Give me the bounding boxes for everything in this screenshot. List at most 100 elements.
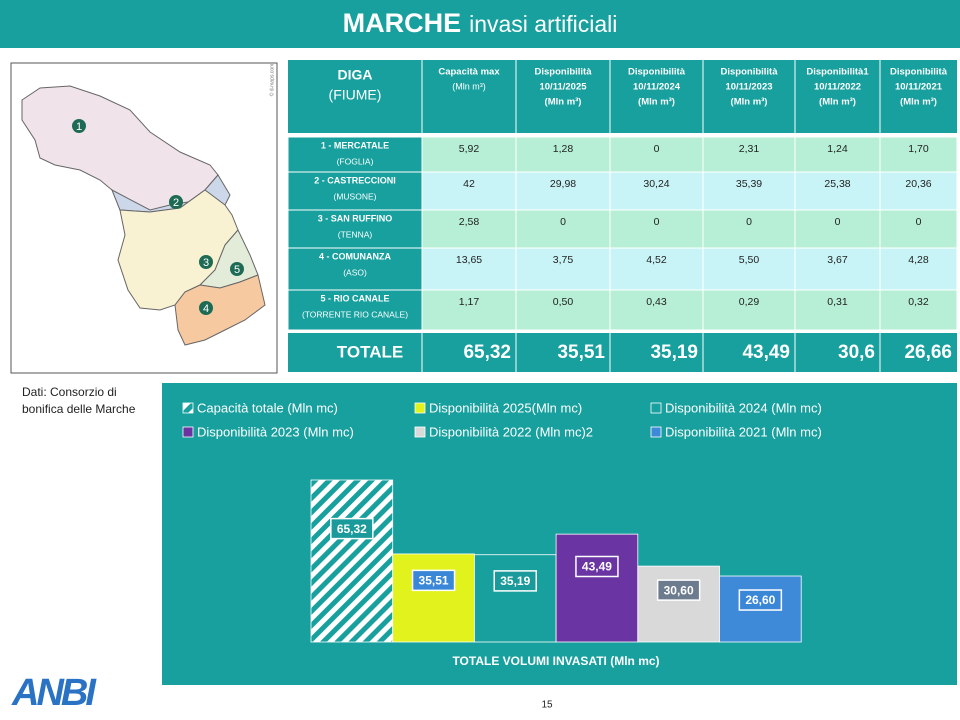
table-value: 0,32 [908, 296, 929, 308]
dam-name: 5 - RIO CANALE [320, 293, 389, 303]
column-header: Disponibilità [721, 67, 779, 78]
table-value: 0,43 [646, 296, 667, 308]
map-marker [72, 119, 86, 133]
river-name: (TORRENTE RIO CANALE) [302, 309, 408, 319]
table-cell [421, 289, 517, 331]
bar [310, 479, 394, 643]
legend-swatch [414, 426, 426, 438]
value-label-box [493, 570, 537, 592]
table-value: 3,75 [553, 254, 574, 266]
column-header: Disponibilità [535, 67, 593, 78]
table-header [288, 60, 957, 133]
table-cell [287, 171, 423, 211]
column-header: 10/11/2021 [895, 82, 943, 93]
table-cell [702, 247, 796, 291]
bar [637, 565, 720, 643]
total-value: 43,49 [742, 342, 790, 363]
table-value: 0,50 [553, 296, 574, 308]
dam-name: 3 - SAN RUFFINO [318, 213, 393, 223]
table-cell [702, 136, 796, 173]
x-axis-label: TOTALE VOLUMI INVASATI (Mln mc) [452, 654, 659, 668]
value-label: 26,60 [745, 593, 775, 607]
column-header: (Mln m³) [819, 97, 856, 108]
column-header: Disponibilità [628, 67, 686, 78]
legend-label: Disponibilità 2025(Mln mc) [429, 400, 582, 415]
total-value: 30,6 [838, 342, 875, 363]
dam-name: 4 - COMUNANZA [319, 251, 391, 261]
value-label: 30,60 [664, 583, 694, 597]
legend-swatch [650, 426, 662, 438]
column-header: Capacità max [438, 67, 500, 78]
column-header: (FIUME) [329, 87, 382, 103]
legend-swatch [414, 402, 426, 414]
value-label: 65,32 [337, 522, 367, 536]
table-cell [702, 289, 796, 331]
total-value: 65,32 [463, 342, 511, 363]
column-header: (Mln m³) [731, 97, 768, 108]
dam-name: 1 - MERCATALE [321, 140, 389, 150]
table-value: 1,28 [553, 143, 574, 155]
map-credit: © d-maps.com [268, 64, 275, 97]
value-label: 43,49 [582, 560, 612, 574]
table-value: 0 [916, 216, 922, 228]
column-header: (Mln m³) [638, 97, 675, 108]
table-value: 2,58 [459, 216, 480, 228]
table-value: 1,17 [459, 296, 480, 308]
map-marker-label: 4 [203, 303, 209, 315]
total-label: TOTALE [337, 342, 403, 361]
table-value: 0 [654, 143, 660, 155]
value-label-box [738, 589, 783, 611]
table-cell [794, 136, 881, 173]
table-value: 0 [560, 216, 566, 228]
table-cell [879, 136, 958, 173]
column-header: 10/11/2025 [539, 82, 587, 93]
dam-name: 2 - CASTRECCIONI [314, 175, 396, 185]
map-marker-label: 2 [173, 197, 179, 209]
table-value: 5,92 [459, 143, 480, 155]
table-cell [702, 171, 796, 211]
map-marker [230, 262, 244, 276]
table-value: 42 [463, 178, 475, 190]
column-header: 10/11/2023 [725, 82, 772, 93]
value-label: 35,51 [419, 574, 449, 588]
source-note: bonifica delle Marche [22, 402, 136, 416]
column-header: 10/11/2024 [633, 82, 681, 93]
column-header: (Mln m³) [452, 81, 486, 91]
river-name: (TENNA) [338, 229, 373, 239]
legend-label: Disponibilità 2023 (Mln mc) [197, 424, 354, 439]
table-cell [879, 171, 958, 211]
table: DIGA (FIUME) Capacità max (Mln m³) Disponibi… [287, 60, 958, 372]
column-header: Disponibilità [890, 67, 948, 78]
table-value: 29,98 [550, 178, 576, 190]
map-marker-label: 1 [76, 121, 82, 133]
table-value: 0,29 [739, 296, 760, 308]
table-cell [609, 209, 704, 249]
total-value: 26,66 [904, 342, 952, 363]
table-value: 4,28 [908, 254, 929, 266]
table-value: 20,36 [905, 178, 931, 190]
column-header: Disponibilità1 [806, 67, 869, 78]
title-bar [0, 0, 960, 48]
river-name: (FOGLIA) [337, 156, 374, 166]
table-value: 4,52 [646, 254, 667, 266]
table-value: 1,70 [908, 143, 929, 155]
table-cell [879, 289, 958, 331]
source-note: Dati: Consorzio di [22, 385, 117, 399]
table-value: 25,38 [824, 178, 850, 190]
map-marker [169, 195, 183, 209]
total-value: 35,19 [650, 342, 698, 363]
table-value: 13,65 [456, 254, 482, 266]
legend-swatch [182, 426, 194, 438]
value-label: 35,19 [500, 574, 530, 588]
column-header: DIGA [338, 67, 373, 83]
map [21, 85, 266, 346]
bar [392, 553, 475, 643]
column-header: (Mln m³) [900, 97, 937, 108]
map-marker-label: 5 [234, 264, 240, 276]
bar [473, 554, 557, 643]
table-cell [609, 289, 704, 331]
table-cell [287, 136, 423, 173]
legend-label: Capacità totale (Mln mc) [197, 400, 338, 415]
map-markers: 1 2 3 4 5 [72, 119, 244, 315]
